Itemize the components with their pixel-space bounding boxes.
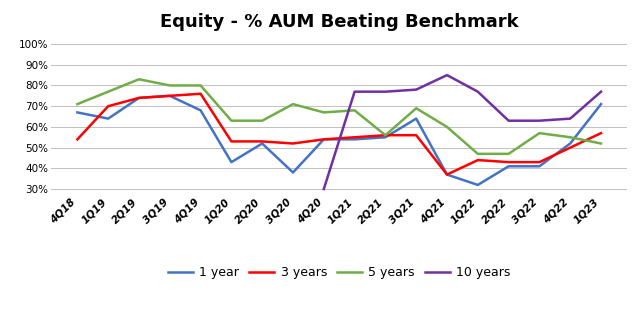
1 year <box>566 142 574 146</box>
5 years <box>474 152 482 156</box>
3 years <box>566 146 574 150</box>
1 year <box>320 137 328 141</box>
1 year <box>412 117 420 121</box>
3 years <box>505 160 513 164</box>
5 years <box>381 133 389 137</box>
1 year <box>351 137 358 141</box>
3 years <box>412 133 420 137</box>
1 year <box>597 102 605 106</box>
5 years <box>228 119 236 123</box>
10 years <box>443 73 451 77</box>
5 years <box>320 111 328 114</box>
5 years <box>196 83 204 87</box>
1 year <box>135 96 143 100</box>
5 years <box>74 102 81 106</box>
1 year <box>196 108 204 112</box>
5 years <box>289 102 297 106</box>
3 years <box>597 131 605 135</box>
1 year <box>166 94 173 98</box>
Line: 1 year: 1 year <box>77 96 601 185</box>
3 years <box>351 135 358 139</box>
Line: 3 years: 3 years <box>77 94 601 175</box>
10 years <box>597 90 605 94</box>
3 years <box>443 173 451 176</box>
10 years <box>351 90 358 94</box>
Line: 10 years: 10 years <box>324 75 601 189</box>
3 years <box>104 104 112 108</box>
3 years <box>474 158 482 162</box>
Line: 5 years: 5 years <box>77 79 601 154</box>
3 years <box>289 142 297 146</box>
10 years <box>474 90 482 94</box>
3 years <box>228 140 236 143</box>
5 years <box>259 119 266 123</box>
1 year <box>74 111 81 114</box>
3 years <box>536 160 543 164</box>
3 years <box>196 92 204 96</box>
1 year <box>228 160 236 164</box>
1 year <box>289 171 297 175</box>
5 years <box>166 83 173 87</box>
10 years <box>536 119 543 123</box>
3 years <box>166 94 173 98</box>
3 years <box>259 140 266 143</box>
1 year <box>505 164 513 168</box>
3 years <box>381 133 389 137</box>
1 year <box>536 164 543 168</box>
3 years <box>320 137 328 141</box>
10 years <box>566 117 574 121</box>
1 year <box>259 142 266 146</box>
5 years <box>412 106 420 110</box>
5 years <box>135 77 143 81</box>
1 year <box>443 173 451 176</box>
5 years <box>443 125 451 129</box>
5 years <box>597 142 605 146</box>
Legend: 1 year, 3 years, 5 years, 10 years: 1 year, 3 years, 5 years, 10 years <box>163 261 515 284</box>
10 years <box>505 119 513 123</box>
1 year <box>104 117 112 121</box>
5 years <box>536 131 543 135</box>
Title: Equity - % AUM Beating Benchmark: Equity - % AUM Beating Benchmark <box>160 13 518 31</box>
3 years <box>74 137 81 141</box>
5 years <box>351 108 358 112</box>
10 years <box>412 88 420 91</box>
10 years <box>320 187 328 191</box>
5 years <box>104 90 112 94</box>
3 years <box>135 96 143 100</box>
10 years <box>381 90 389 94</box>
5 years <box>566 135 574 139</box>
5 years <box>505 152 513 156</box>
1 year <box>474 183 482 187</box>
1 year <box>381 135 389 139</box>
